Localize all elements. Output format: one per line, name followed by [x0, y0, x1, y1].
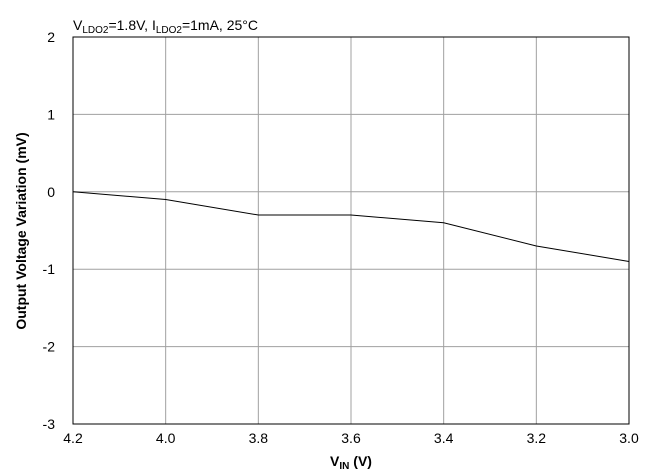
y-tick-labels: 2 1 0 -1 -2 -3: [43, 29, 56, 432]
y-tick-label: 1: [47, 106, 55, 122]
series-line: [72, 191, 630, 262]
y-tick-label: -2: [43, 339, 56, 355]
y-tick-label: 2: [47, 29, 55, 45]
plot-frame: [72, 36, 630, 425]
x-tick-label: 4.2: [63, 430, 83, 446]
series-layer: [72, 191, 630, 262]
x-tick-label: 3.4: [434, 430, 454, 446]
y-tick-label: -1: [43, 261, 56, 277]
condition-text: VLDO2=1.8V, ILDO2=1mA, 25°C: [73, 17, 258, 36]
y-tick-label: 0: [47, 184, 55, 200]
grid: [73, 37, 629, 424]
x-tick-label: 3.2: [527, 430, 547, 446]
x-tick-label: 3.6: [341, 430, 361, 446]
x-tick-label: 3.0: [619, 430, 639, 446]
x-axis-title: VIN (V): [330, 453, 372, 471]
y-axis-title: Output Voltage Variation (mV): [13, 132, 29, 329]
y-tick-label: -3: [43, 416, 56, 432]
x-tick-label: 3.8: [249, 430, 269, 446]
x-tick-labels: 4.2 4.0 3.8 3.6 3.4 3.2 3.0: [63, 430, 639, 446]
x-tick-label: 4.0: [156, 430, 176, 446]
